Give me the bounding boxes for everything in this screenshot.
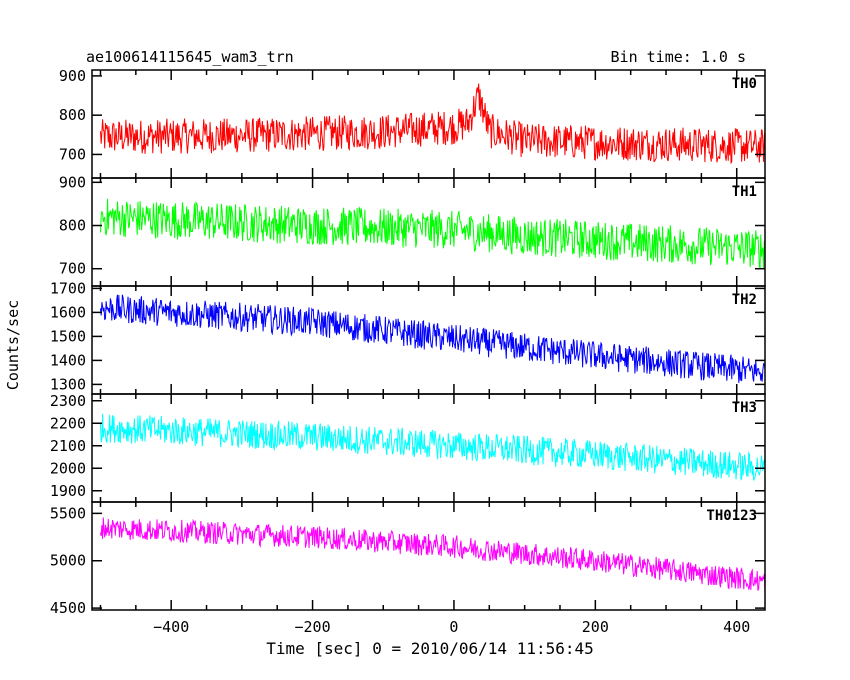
x-tick-label: −400 — [153, 618, 189, 636]
panel-label-th0: TH0 — [732, 76, 757, 92]
y-axis-label: Counts/sec — [4, 300, 22, 390]
y-tick-label: 700 — [59, 260, 86, 278]
x-tick-label: 200 — [582, 618, 609, 636]
series-line-th0123 — [99, 517, 766, 592]
y-tick-label: 1400 — [50, 351, 86, 369]
panel-label-th1: TH1 — [732, 184, 757, 200]
panel-label-th2: TH2 — [732, 292, 757, 308]
series-line-th1 — [99, 198, 766, 269]
y-tick-label: 4500 — [50, 599, 86, 617]
chart-title: ae100614115645_wam3_trn — [86, 48, 294, 66]
bin-time-label: Bin time: 1.0 s — [611, 48, 746, 66]
y-tick-label: 700 — [59, 145, 86, 163]
y-tick-label: 5000 — [50, 552, 86, 570]
panel-frame-th0123 — [91, 501, 766, 611]
panel-label-th0123: TH0123 — [706, 508, 757, 524]
y-tick-label: 900 — [59, 67, 86, 85]
y-tick-label: 2100 — [50, 437, 86, 455]
series-line-th3 — [99, 413, 766, 481]
series-line-th2 — [99, 294, 766, 383]
y-tick-label: 800 — [59, 106, 86, 124]
panels-group: 700 800 900 TH0 700 800 900 TH1 1300 1400 1500 1600… — [50, 67, 766, 636]
y-tick-label: 1900 — [50, 482, 86, 500]
series-line-th0 — [99, 83, 766, 165]
y-tick-label: 5500 — [50, 504, 86, 522]
x-tick-label: 400 — [723, 618, 750, 636]
y-tick-label: 1600 — [50, 303, 86, 321]
panel-label-th3: TH3 — [732, 400, 757, 416]
y-tick-label: 2200 — [50, 414, 86, 432]
y-tick-label: 1500 — [50, 327, 86, 345]
x-tick-label: −200 — [295, 618, 331, 636]
y-tick-label: 1700 — [50, 279, 86, 297]
x-tick-label: 0 — [449, 618, 458, 636]
y-tick-label: 900 — [59, 173, 86, 191]
y-tick-label: 1300 — [50, 375, 86, 393]
y-tick-label: 800 — [59, 217, 86, 235]
y-tick-label: 2300 — [50, 392, 86, 410]
x-axis-label: Time [sec] 0 = 2010/06/14 11:56:45 — [266, 639, 594, 658]
y-tick-label: 2000 — [50, 459, 86, 477]
